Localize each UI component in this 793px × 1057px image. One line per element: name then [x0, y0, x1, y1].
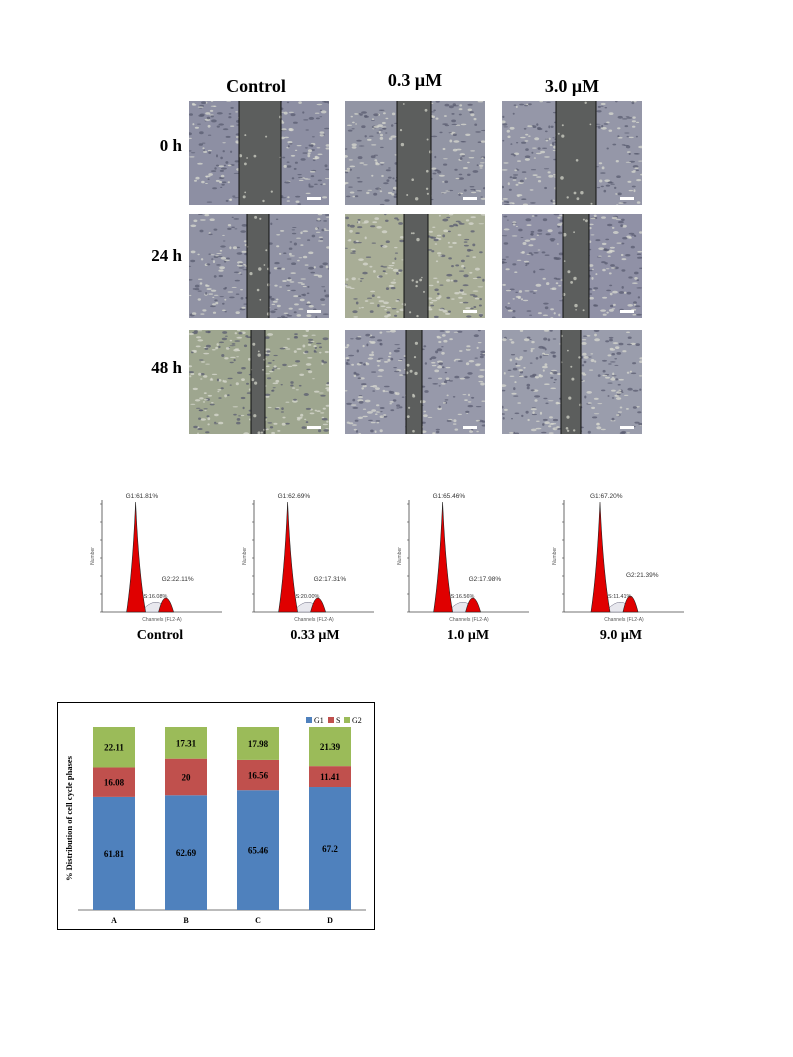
histogram-y-axis-label: Number	[242, 547, 248, 565]
histogram-label-0-33um: 0.33 μM	[290, 628, 340, 643]
micrograph-image	[502, 214, 642, 318]
histogram-s-label: S:16.56%	[451, 594, 475, 600]
bar-segment-g1	[165, 795, 207, 910]
histogram-g2-label: G2:17.98%	[469, 576, 502, 583]
bar-segment-g1	[237, 790, 279, 910]
micrograph-image	[502, 330, 642, 434]
bar-value-label: 67.2	[322, 844, 338, 854]
histogram-s-label: S:20.00%	[296, 594, 320, 600]
bar-value-label: 17.31	[176, 738, 197, 748]
chart-category-label: C	[255, 916, 261, 925]
histogram-y-axis-label: Number	[90, 547, 96, 565]
stacked-bar-chart-svg: % Distribution of cell cycle phases 61.81…	[64, 716, 366, 925]
micrograph-image	[189, 330, 329, 434]
histogram-y-axis-label: Number	[552, 547, 558, 565]
histogram-g2-peak	[622, 595, 639, 613]
legend-swatch	[328, 717, 334, 723]
micrograph-image	[345, 101, 485, 205]
histogram-g1-peak	[278, 501, 298, 613]
cell-cycle-chart: % Distribution of cell cycle phases 61.81…	[57, 702, 375, 930]
histogram-svg: G1:61.81% G2:22.11% S:16.08% Channels (FL2-…	[90, 493, 684, 623]
bar-value-label: 22.11	[104, 743, 124, 753]
bar-segment-g1	[93, 796, 135, 910]
histogram-g2-label: G2:21.39%	[626, 572, 659, 579]
histogram: G1:61.81% G2:22.11% S:16.08% Channels (FL2-…	[90, 493, 222, 623]
histogram-y-axis-label: Number	[397, 547, 403, 565]
legend-label: G1	[314, 716, 324, 725]
bar-segment-g2	[309, 727, 351, 767]
row-label-48h: 48 h	[151, 358, 182, 377]
histogram: G1:67.20% G2:21.39% S:11.41% Channels (FL2-…	[552, 493, 684, 623]
histogram-g2-peak	[158, 597, 174, 613]
bar-segment-s	[309, 766, 351, 788]
column-label-3-0um: 3.0 μM	[544, 76, 600, 96]
chart-category-label: D	[327, 916, 333, 925]
bar-value-label: 16.56	[248, 771, 269, 781]
bar-value-label: 11.41	[320, 772, 340, 782]
bar-segment-s	[93, 767, 135, 797]
bar-value-label: 20	[182, 772, 192, 782]
micrograph-image	[345, 214, 485, 318]
bar-value-label: 61.81	[104, 849, 125, 859]
histogram-label-9-0um: 9.0 μM	[599, 628, 643, 643]
bar-segment-g2	[93, 727, 135, 768]
row-label-24h: 24 h	[151, 246, 182, 265]
histogram-g2-label: G2:17.31%	[314, 576, 347, 583]
micrograph-image	[189, 101, 329, 205]
histogram-g1-label: G1:61.81%	[126, 493, 159, 500]
histogram-g1-peak	[590, 501, 611, 613]
histogram-g2-peak	[465, 597, 481, 613]
histogram-s-label: S:16.08%	[144, 594, 168, 600]
legend-swatch	[306, 717, 312, 723]
column-label-control: Control	[226, 76, 286, 96]
chart-y-axis-label: % Distribution of cell cycle phases	[64, 755, 74, 881]
histogram-x-axis-label: Channels (FL2-A)	[604, 617, 644, 623]
micrograph-image	[189, 214, 329, 318]
histogram: G1:62.69% G2:17.31% S:20.00% Channels (FL2-…	[242, 493, 374, 623]
bar-segment-s	[165, 758, 207, 796]
histogram-g2-peak	[310, 597, 326, 613]
micrograph-image	[345, 330, 485, 434]
bar-segment-g1	[309, 787, 351, 910]
bar-segment-g2	[237, 727, 279, 760]
histogram-g1-label: G1:67.20%	[590, 493, 623, 500]
bar-segment-g2	[165, 727, 207, 759]
histogram-s-label: S:11.41%	[608, 594, 632, 600]
chart-category-label: B	[183, 916, 189, 925]
bar-segment-s	[237, 759, 279, 791]
histogram-g1-peak	[126, 501, 146, 613]
bar-value-label: 17.98	[248, 739, 269, 749]
row-label-0h: 0 h	[159, 136, 182, 155]
histogram-g1-label: G1:62.69%	[278, 493, 311, 500]
chart-category-label: A	[111, 916, 117, 925]
micrograph-image	[502, 101, 642, 205]
legend-label: G2	[352, 716, 362, 725]
legend-label: S	[336, 716, 340, 725]
histogram-label-1-0um: 1.0 μM	[446, 628, 490, 643]
bar-value-label: 21.39	[320, 742, 341, 752]
histogram-x-axis-label: Channels (FL2-A)	[294, 617, 334, 623]
bar-value-label: 62.69	[176, 848, 197, 858]
histogram-g1-peak	[433, 501, 453, 613]
histogram-label-control: Control	[136, 628, 184, 643]
histogram-g2-label: G2:22.11%	[162, 576, 194, 583]
histogram-x-axis-label: Channels (FL2-A)	[142, 617, 182, 623]
legend-swatch	[344, 717, 350, 723]
bar-value-label: 16.08	[104, 778, 125, 788]
histogram-g1-label: G1:65.46%	[433, 493, 466, 500]
histogram: G1:65.46% G2:17.98% S:16.56% Channels (FL2-…	[397, 493, 529, 623]
column-label-0-3um: 0.3 μM	[387, 70, 443, 90]
bar-value-label: 65.46	[248, 846, 269, 856]
histogram-x-axis-label: Channels (FL2-A)	[449, 617, 489, 623]
